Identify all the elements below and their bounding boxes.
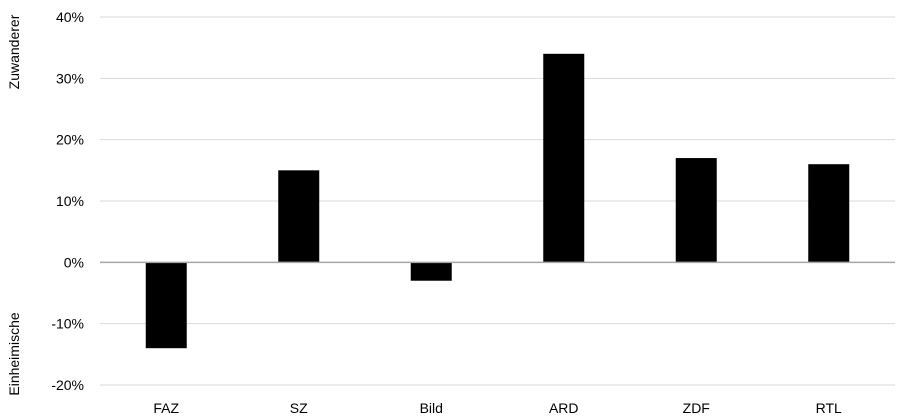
x-tick-label: ARD: [549, 400, 579, 416]
bars: [145, 53, 850, 349]
x-tick-label: FAZ: [153, 400, 179, 416]
y-tick-label: 10%: [56, 193, 84, 209]
y-tick-label: -10%: [51, 316, 84, 332]
bar-faz: [145, 262, 187, 349]
x-tick-label: RTL: [816, 400, 842, 416]
bar-bild: [410, 262, 452, 281]
x-tick-label: Bild: [420, 400, 443, 416]
y-axis-label-bottom: Einheimische: [6, 312, 22, 395]
y-tick-labels: -20% -10% 0% 10% 20% 30% 40%: [51, 9, 84, 393]
y-tick-label: 30%: [56, 70, 84, 86]
y-tick-label: 40%: [56, 9, 84, 25]
x-tick-label: ZDF: [683, 400, 710, 416]
y-tick-label: 20%: [56, 132, 84, 148]
y-tick-label: -20%: [51, 377, 84, 393]
bar-ard: [543, 53, 585, 263]
gridlines: [100, 16, 895, 386]
x-tick-label: SZ: [290, 400, 308, 416]
bar-zdf: [675, 158, 717, 263]
y-axis-label-top: Zuwanderer: [6, 14, 22, 89]
bar-sz: [278, 170, 320, 263]
y-tick-label: 0%: [64, 254, 84, 270]
x-tick-labels: FAZ SZ Bild ARD ZDF RTL: [153, 400, 842, 416]
bar-rtl: [808, 164, 850, 263]
